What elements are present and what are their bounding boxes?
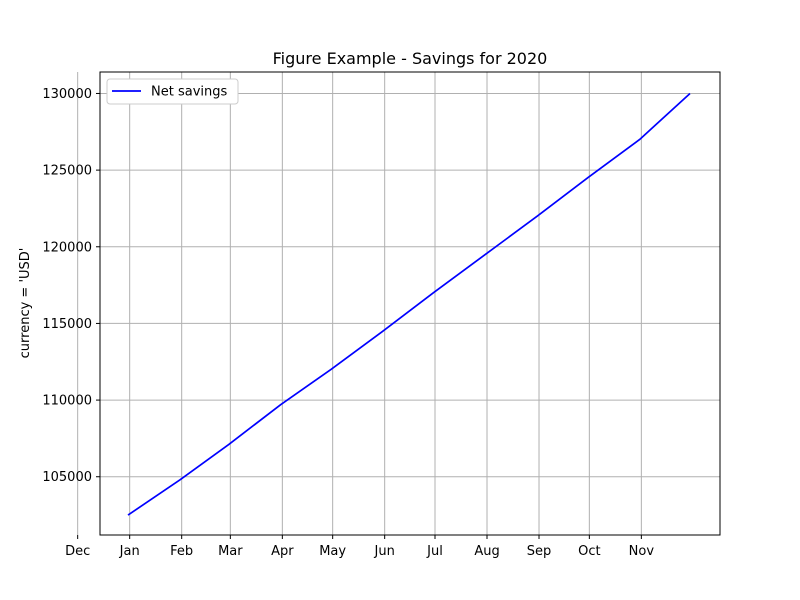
chart-title: Figure Example - Savings for 2020: [273, 49, 548, 68]
y-tick-label: 115000: [42, 317, 92, 332]
grid-lines: [77, 72, 720, 535]
y-tick-label: 130000: [42, 87, 92, 102]
x-tick-label: Aug: [474, 544, 499, 559]
legend-label-net-savings: Net savings: [151, 85, 227, 100]
x-tick-label: Mar: [218, 544, 243, 559]
x-tick-label: Feb: [170, 544, 193, 559]
x-tick-label: Oct: [578, 544, 600, 559]
y-axis-label: currency = 'USD': [18, 248, 33, 359]
series-layer: [127, 92, 691, 516]
plot-area-frame: [99, 71, 721, 536]
x-tick-label: Dec: [65, 544, 90, 559]
legend-box: [106, 78, 239, 105]
x-tick-label: Apr: [271, 544, 294, 559]
x-tick-label: Jan: [119, 544, 140, 559]
x-tick-label: May: [319, 544, 346, 559]
series-line-net-savings: [127, 92, 691, 516]
x-tick-label: Sep: [527, 544, 552, 559]
x-tick-label: Jul: [426, 544, 443, 559]
axis-ticks: Dec Jan Feb Mar Apr May Jun Jul Aug Sep Oct Nov 1050…: [42, 87, 654, 559]
y-tick-label: 105000: [42, 470, 92, 485]
y-tick-label: 120000: [42, 240, 92, 255]
legend: Net savings: [106, 78, 239, 105]
x-tick-label: Nov: [629, 544, 655, 559]
x-tick-label: Jun: [374, 544, 395, 559]
y-tick-label: 125000: [42, 164, 92, 179]
y-tick-label: 110000: [42, 394, 92, 409]
